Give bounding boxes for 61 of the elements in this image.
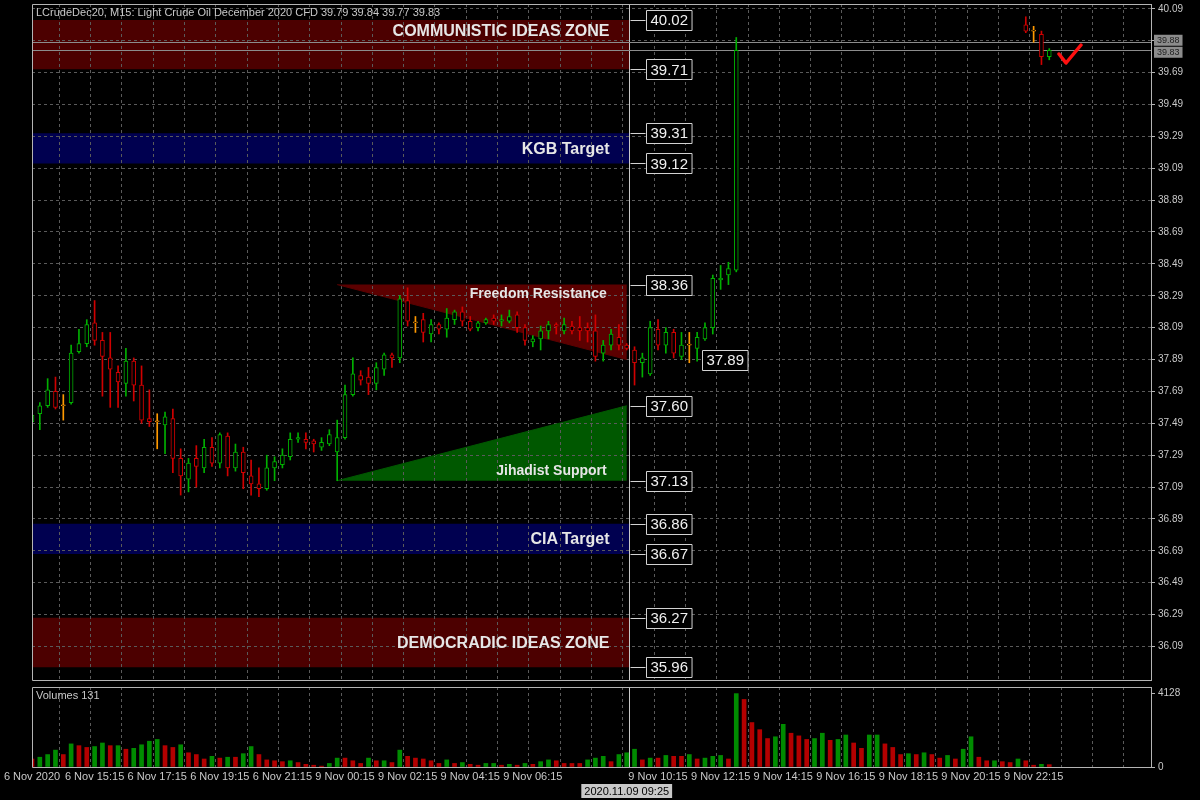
y-tick-label: 39.29 [1158, 130, 1184, 142]
y-tick-label: 36.69 [1158, 544, 1184, 556]
x-tick-label: 9 Nov 04:15 [440, 769, 500, 782]
x-tick-label: 6 Nov 17:15 [127, 769, 187, 782]
y-tick-label: 39.09 [1158, 161, 1184, 173]
x-tick-label: 9 Nov 20:15 [941, 769, 1001, 782]
y-tick-label: 36.09 [1158, 640, 1184, 652]
y-tick-label: 4128 [1158, 687, 1181, 699]
x-tick-label: 2020.11.09 09:25 [584, 784, 670, 797]
y-tick-label: 37.69 [1158, 385, 1184, 397]
y-tick-label: 38.09 [1158, 321, 1184, 333]
chart-title: LCrudeDec20, M15: Light Crude Oil December 2020 CFD 39.79 39.84 39.77 39.83 [36, 5, 441, 18]
x-tick-label: 6 Nov 19:15 [190, 769, 250, 782]
ref-line-label: 39.88 [1157, 35, 1180, 46]
annotation: 35.96 [650, 658, 689, 676]
y-tick-label: 38.69 [1158, 225, 1184, 237]
x-tick-label: 6 Nov 2020 [3, 769, 61, 782]
x-tick-label: 9 Nov 14:15 [753, 769, 813, 782]
x-tick-label: 9 Nov 16:15 [816, 769, 876, 782]
y-tick-label: 39.69 [1158, 66, 1184, 78]
y-tick-label: 37.29 [1158, 448, 1184, 460]
y-tick-label: 38.29 [1158, 289, 1184, 301]
y-tick-label: 37.89 [1158, 353, 1184, 365]
x-tick-label: 9 Nov 10:15 [628, 769, 688, 782]
band-label: COMMUNISTIC IDEAS ZONE [392, 21, 610, 39]
y-tick-label: 36.49 [1158, 576, 1184, 588]
annotation: 38.36 [650, 275, 689, 293]
annotation: 40.02 [650, 11, 689, 29]
series-label: Freedom Resistance [469, 285, 607, 302]
annotation: 36.27 [650, 608, 689, 626]
band-label: KGB Target [521, 139, 611, 157]
x-tick-label: 9 Nov 06:15 [503, 769, 563, 782]
annotation: 36.86 [650, 514, 689, 532]
y-tick-label: 38.49 [1158, 257, 1184, 269]
annotation: 37.60 [650, 396, 689, 414]
x-tick-label: 9 Nov 18:15 [878, 769, 939, 782]
x-tick-label: 9 Nov 00:15 [315, 769, 375, 782]
band-label: CIA Target [530, 530, 611, 548]
ref-line-label: 39.83 [1157, 47, 1180, 58]
annotation: 39.71 [650, 60, 689, 78]
series-label: Jihadist Support [496, 461, 608, 478]
x-tick-label: 6 Nov 15:15 [64, 769, 125, 782]
y-tick-label: 36.29 [1158, 608, 1184, 620]
y-tick-label: 0 [1158, 760, 1164, 772]
annotation: 39.31 [650, 124, 689, 142]
chart-title: Volumes 131 [36, 688, 100, 701]
x-tick-label: 9 Nov 22:15 [1003, 769, 1064, 782]
y-tick-label: 37.49 [1158, 417, 1184, 429]
annotation: 37.89 [706, 350, 745, 368]
y-tick-label: 37.09 [1158, 480, 1184, 492]
annotation: 37.13 [650, 471, 689, 489]
band-label: DEMOCRADIC IDEAS ZONE [397, 633, 610, 651]
annotation: 39.12 [650, 154, 689, 172]
y-tick-label: 38.89 [1158, 193, 1184, 205]
x-tick-label: 6 Nov 21:15 [252, 769, 313, 782]
y-tick-label: 39.49 [1158, 98, 1184, 110]
y-tick-label: 36.89 [1158, 512, 1184, 524]
x-tick-label: 9 Nov 12:15 [690, 769, 751, 782]
x-tick-label: 9 Nov 02:15 [377, 769, 438, 782]
y-tick-label: 40.09 [1158, 2, 1184, 14]
annotation: 36.67 [650, 545, 689, 563]
